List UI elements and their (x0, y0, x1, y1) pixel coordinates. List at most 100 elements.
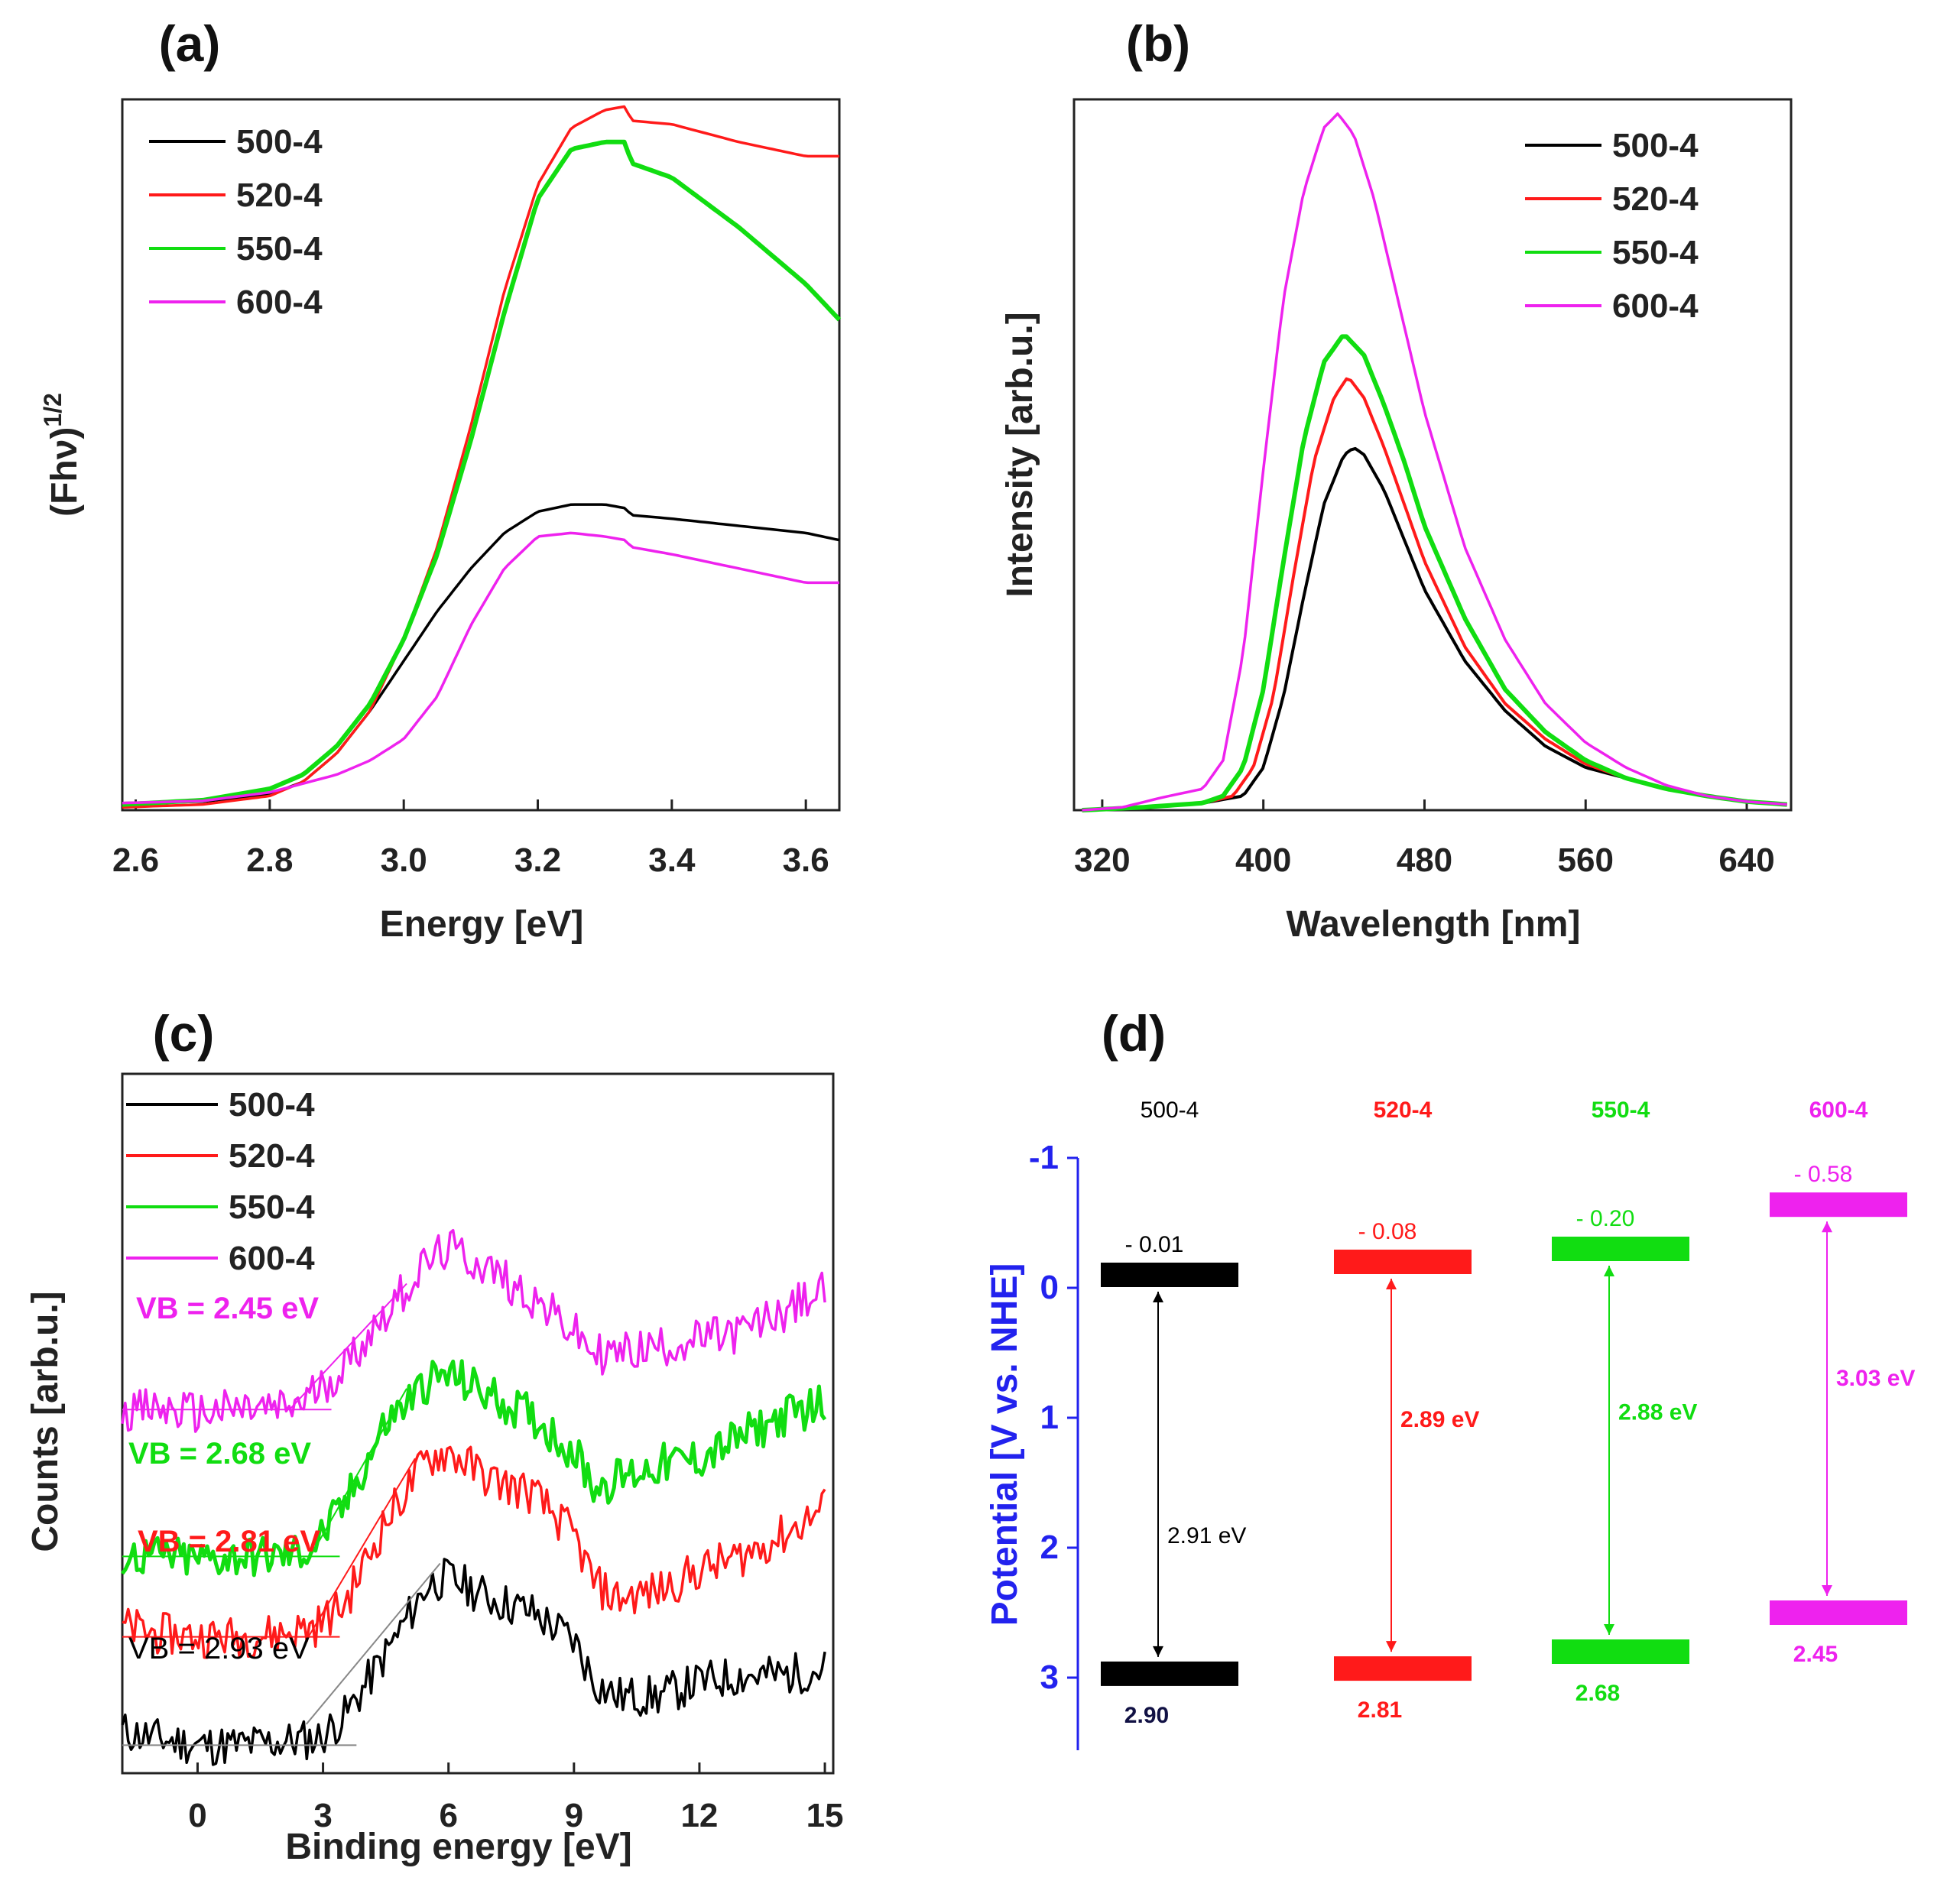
legend-label-600-4: 600-4 (1612, 287, 1699, 325)
vb-label-550-4: 2.68 (1575, 1681, 1620, 1706)
x-tick-label: 3.6 (783, 841, 829, 879)
gap-arrowhead-down (1386, 1641, 1397, 1652)
x-tick-label: 640 (1718, 841, 1774, 879)
series-line-520-4 (122, 1445, 826, 1659)
x-tick-label: 0 (188, 1797, 206, 1834)
gap-arrowhead-down (1153, 1646, 1163, 1657)
x-tick-label: 3.4 (648, 841, 696, 879)
panel-d-band-diagram: -1 0 1 2 3 500-4 - 0.01 2.90 2.91 eV 520-4 - 0.08… (985, 1098, 1915, 1750)
vb-bar-550-4 (1552, 1639, 1689, 1664)
x-tick-label: 2.8 (246, 841, 293, 879)
legend-label-500-4: 500-4 (1612, 127, 1699, 164)
x-tick-label: 6 (439, 1797, 457, 1834)
panel-a-series (122, 105, 842, 809)
legend-label-520-4: 520-4 (1612, 180, 1699, 218)
legend-label-550-4: 550-4 (236, 230, 323, 268)
legend-label-600-4: 600-4 (236, 284, 323, 321)
x-tick-label: 320 (1074, 841, 1130, 879)
panel-d-bands: 500-4 - 0.01 2.90 2.91 eV 520-4 - 0.08 2.81 2.8… (1101, 1098, 1915, 1728)
y-tick-label: 3 (1040, 1659, 1059, 1696)
band-sample-name-500-4: 500-4 (1141, 1098, 1199, 1123)
series-line-550-4 (1082, 334, 1787, 812)
vb-bar-600-4 (1770, 1600, 1907, 1625)
cb-label-520-4: - 0.08 (1358, 1219, 1417, 1244)
gap-label-550-4: 2.88 eV (1618, 1400, 1697, 1425)
panel-label-a: (a) (159, 15, 221, 72)
vb-annotation-550-4: VB = 2.68 eV (128, 1437, 311, 1471)
x-tick-label: 15 (806, 1797, 844, 1834)
x-tick-label: 2.6 (112, 841, 159, 879)
panel-b-x-ticks: 320 400 480 560 640 (1074, 799, 1775, 879)
legend-label-500-4: 500-4 (236, 123, 323, 161)
series-line-550-4 (122, 139, 842, 807)
vb-tangent-500-4 (305, 1562, 441, 1725)
vb-bar-520-4 (1334, 1656, 1472, 1681)
y-tick-label: 2 (1040, 1529, 1059, 1566)
legend-label-520-4: 520-4 (229, 1137, 315, 1175)
vb-annotation-600-4: VB = 2.45 eV (136, 1292, 319, 1325)
panel-b-legend: 500-4 520-4 550-4 600-4 (1525, 127, 1699, 325)
vb-tangent-600-4 (289, 1282, 407, 1410)
vb-label-500-4: 2.90 (1124, 1703, 1169, 1728)
panel-b-series (1082, 112, 1787, 812)
cb-bar-550-4 (1552, 1237, 1689, 1261)
cb-bar-500-4 (1101, 1263, 1238, 1287)
legend-label-600-4: 600-4 (229, 1240, 315, 1277)
x-tick-label: 3 (313, 1797, 332, 1834)
gap-arrowhead-down (1822, 1585, 1832, 1596)
x-tick-label: 3.2 (514, 841, 561, 879)
cb-label-550-4: - 0.20 (1576, 1206, 1635, 1231)
y-tick-label: -1 (1029, 1139, 1059, 1176)
panel-label-b: (b) (1126, 15, 1190, 72)
series-line-600-4 (121, 1228, 826, 1433)
series-line-600-4 (122, 531, 839, 805)
panel-c-vb-annotations: VB = 2.45 eV VB = 2.68 eV VB = 2.81 eV VB =… (122, 1282, 441, 1746)
series-line-520-4 (122, 105, 839, 809)
vb-label-600-4: 2.45 (1793, 1642, 1838, 1667)
x-tick-label: 12 (680, 1797, 718, 1834)
series-line-500-4 (122, 503, 840, 805)
panel-label-c: (c) (153, 1005, 215, 1062)
gap-arrowhead-up (1386, 1279, 1397, 1289)
panel-b-x-axis-label: Wavelength [nm] (1287, 904, 1581, 945)
panel-d-y-ticks: -1 0 1 2 3 (1029, 1139, 1078, 1696)
legend-label-500-4: 500-4 (229, 1086, 315, 1124)
series-line-500-4 (1082, 446, 1787, 812)
series-line-600-4 (1082, 112, 1787, 812)
legend-label-520-4: 520-4 (236, 177, 323, 214)
panel-c-series (121, 1228, 827, 1766)
band-sample-name-550-4: 550-4 (1592, 1098, 1650, 1123)
panel-c-xps-chart: 0 3 6 9 12 15 500-4 520-4 550-4 600-4 VB = 2.45 … (25, 1072, 844, 1867)
vb-bar-500-4 (1101, 1661, 1238, 1686)
panel-b-pl-chart: 320 400 480 560 640 500-4 520-4 550-4 600-4 Wav… (1000, 98, 1793, 945)
panel-a-uv-vis-chart: 2.6 2.8 3.0 3.2 3.4 3.6 500-4520-4550-4600-4 … (39, 98, 842, 945)
panel-a-legend: 500-4 520-4 550-4 600-4 (149, 123, 323, 321)
panel-c-x-axis-label: Binding energy [eV] (285, 1827, 631, 1867)
panel-c-legend: 500-4 520-4 550-4 600-4 (126, 1086, 315, 1277)
x-tick-label: 480 (1397, 841, 1452, 879)
gap-label-600-4: 3.03 eV (1836, 1366, 1915, 1391)
panel-a-x-ticks: 2.6 2.8 3.0 3.2 3.4 3.6 (112, 799, 829, 879)
cb-label-600-4: - 0.58 (1794, 1162, 1853, 1187)
legend-label-550-4: 550-4 (229, 1188, 315, 1226)
x-tick-label: 3.0 (381, 841, 427, 879)
panel-a-y-axis-label: (Fhν)1/2 (39, 393, 85, 517)
vb-tangent-550-4 (305, 1388, 407, 1564)
panel-a-x-axis-label: Energy [eV] (380, 904, 584, 945)
panel-label-d: (d) (1102, 1005, 1166, 1062)
x-tick-label: 9 (565, 1797, 583, 1834)
gap-arrowhead-up (1153, 1292, 1163, 1302)
series-line-550-4 (121, 1359, 827, 1578)
x-tick-label: 400 (1235, 841, 1291, 879)
y-tick-label: 1 (1040, 1399, 1059, 1436)
cb-label-500-4: - 0.01 (1125, 1232, 1184, 1257)
y-tick-label: 0 (1040, 1269, 1059, 1306)
panel-d-y-axis-label: Potential [V vs. NHE] (985, 1263, 1025, 1626)
panel-a-frame (121, 98, 841, 812)
panel-c-x-ticks: 0 3 6 9 12 15 (188, 1762, 844, 1834)
band-sample-name-600-4: 600-4 (1809, 1098, 1868, 1123)
x-tick-label: 560 (1558, 841, 1614, 879)
vb-annotation-520-4: VB = 2.81 eV (138, 1525, 320, 1558)
legend-label-550-4: 550-4 (1612, 234, 1699, 271)
